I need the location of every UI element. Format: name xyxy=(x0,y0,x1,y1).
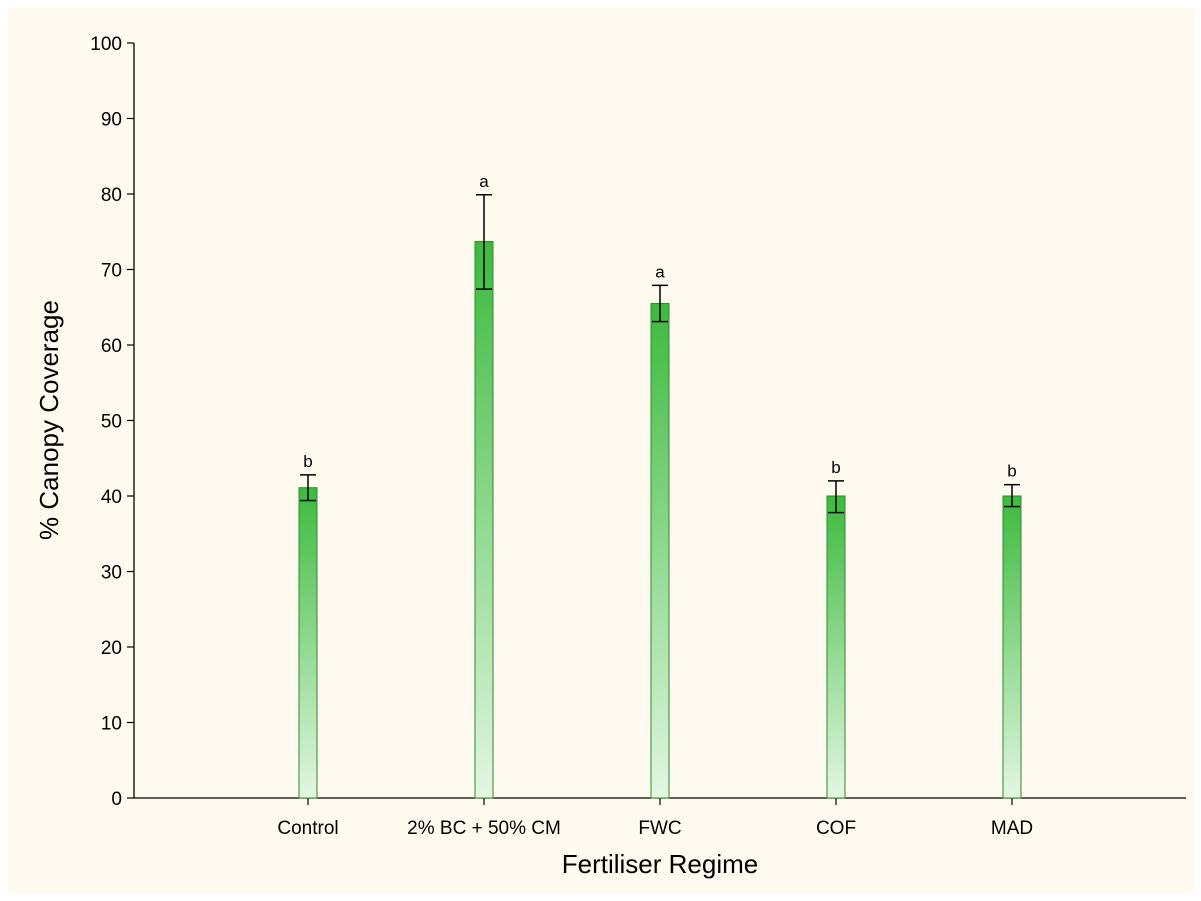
x-axis-title: Fertiliser Regime xyxy=(562,849,759,879)
y-axis-title: % Canopy Coverage xyxy=(34,300,64,540)
x-tick-label: COF xyxy=(816,818,856,839)
bars: b a a b b xyxy=(298,172,1022,799)
y-tick-label: 70 xyxy=(101,261,122,282)
significance-label: b xyxy=(303,452,312,471)
axes: 0 10 20 30 40 50 60 70 80 90 100 Control 2% BC + 50%… xyxy=(90,34,1186,839)
y-tick-label: 30 xyxy=(101,563,122,584)
bar xyxy=(650,302,670,799)
significance-label: a xyxy=(655,262,665,281)
significance-label: b xyxy=(831,458,840,477)
y-tick-label: 60 xyxy=(101,336,122,357)
y-tick-label: 40 xyxy=(101,487,122,508)
x-tick-label: Control xyxy=(277,818,338,839)
x-tick-label: FWC xyxy=(638,818,681,839)
significance-label: b xyxy=(1007,462,1016,481)
bar xyxy=(826,495,846,799)
bar-chart: 0 10 20 30 40 50 60 70 80 90 100 Control 2% BC + 50%… xyxy=(34,34,1186,879)
x-tick-label: MAD xyxy=(991,818,1033,839)
y-tick-label: 20 xyxy=(101,638,122,659)
bar xyxy=(1002,495,1022,799)
y-tick-label: 100 xyxy=(90,34,122,55)
y-tick-label: 80 xyxy=(101,185,122,206)
chart-frame: 0 10 20 30 40 50 60 70 80 90 100 Control 2% BC + 50%… xyxy=(8,8,1195,893)
y-tick-label: 10 xyxy=(101,714,122,735)
bar xyxy=(298,487,318,799)
bar xyxy=(474,241,494,799)
y-tick-label: 0 xyxy=(111,789,122,810)
significance-label: a xyxy=(479,172,489,191)
y-tick-label: 90 xyxy=(101,110,122,131)
y-tick-label: 50 xyxy=(101,412,122,433)
x-tick-label: 2% BC + 50% CM xyxy=(407,818,561,839)
